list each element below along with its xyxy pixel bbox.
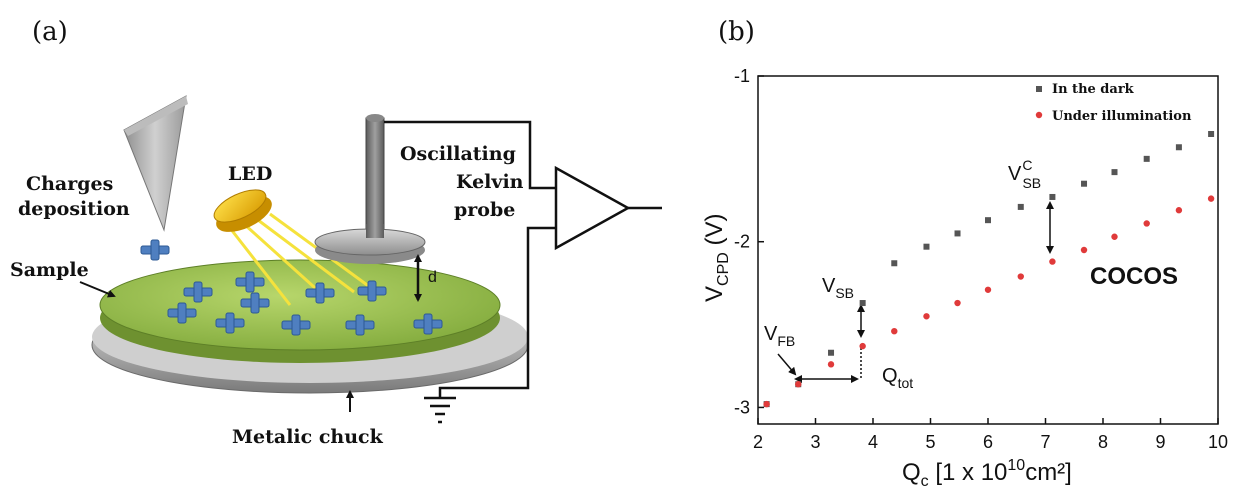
data-point-illumination <box>1080 246 1088 254</box>
qtot-annotation: Qtot <box>882 365 913 391</box>
data-point-dark <box>1049 193 1056 200</box>
legend-label-dark: In the dark <box>1052 82 1135 97</box>
led-light-beams <box>228 212 375 306</box>
data-point-illumination <box>1049 258 1056 265</box>
led-icon <box>213 189 272 232</box>
x-tick-label: 7 <box>1040 432 1050 452</box>
scatter-chart: 2 3 4 5 6 7 8 9 10 -3 -2 -1 In the dark Under illu… <box>701 66 1228 490</box>
charges-label-line1: Charges <box>26 173 113 195</box>
panel-a: (a) <box>10 17 662 448</box>
data-point-illumination <box>954 299 961 307</box>
data-point-dark <box>1017 203 1024 210</box>
legend-marker-dark <box>1036 86 1042 92</box>
data-point-illumination <box>859 342 866 350</box>
chuck-label: Metalic chuck <box>232 426 384 448</box>
x-tick-label: 3 <box>810 432 820 452</box>
vsbc-annotation: VC SB <box>1008 157 1041 191</box>
y-axis-title: VCPD (V) <box>701 214 732 302</box>
vsb-annotation: VSB <box>822 275 854 301</box>
charge-cross-icon <box>140 239 170 261</box>
x-tick-label: 4 <box>868 432 878 452</box>
data-point-dark <box>1081 180 1088 187</box>
x-tick-label: 9 <box>1155 432 1165 452</box>
panel-b-label: (b) <box>718 17 755 47</box>
charges-label-line2: deposition <box>18 198 130 220</box>
y-tick-label: -3 <box>734 397 750 417</box>
data-point-illumination <box>891 328 898 335</box>
amplifier-icon <box>554 165 631 251</box>
panel-a-label: (a) <box>32 17 68 47</box>
cocos-annotation: COCOS <box>1090 263 1178 290</box>
legend: In the dark Under illumination <box>1035 82 1192 124</box>
vfb-annotation: VFB <box>764 323 795 349</box>
data-point-dark <box>1111 169 1118 176</box>
data-point-illumination <box>763 400 770 408</box>
x-tick-label: 10 <box>1208 432 1228 452</box>
charge-deposition-cone-icon <box>123 95 188 232</box>
data-point-illumination <box>795 381 802 388</box>
led-label: LED <box>228 163 272 185</box>
data-point-dark <box>1143 155 1150 162</box>
distance-label: d <box>428 269 437 286</box>
data-point-dark <box>828 349 835 356</box>
x-axis-title: Qc [1 x 1010cm²] <box>902 457 1072 490</box>
x-tick-label: 2 <box>753 432 763 452</box>
x-tick-label: 6 <box>983 432 993 452</box>
data-point-dark <box>954 230 961 237</box>
data-point-illumination <box>827 361 835 368</box>
vfb-arrow <box>777 353 797 376</box>
data-point-dark <box>1175 144 1182 151</box>
y-tick-label: -2 <box>734 232 750 252</box>
data-point-illumination <box>1175 207 1183 214</box>
sample-label: Sample <box>10 259 89 281</box>
kelvin-label-line2: Kelvin <box>456 171 524 193</box>
data-point-illumination <box>1207 195 1215 202</box>
circuit-wires <box>384 120 662 398</box>
ground-icon <box>424 396 456 424</box>
x-tick-label: 8 <box>1098 432 1108 452</box>
panel-b: (b) 2 3 4 5 6 7 8 9 10 -3 -2 -1 In the dark Under … <box>701 17 1228 490</box>
data-point-illumination <box>923 313 930 320</box>
data-points <box>763 131 1215 408</box>
x-axis: 2 3 4 5 6 7 8 9 10 <box>753 418 1228 452</box>
y-tick-label: -1 <box>734 66 750 86</box>
sample-pointer-arrow <box>79 281 116 298</box>
x-tick-label: 5 <box>925 432 935 452</box>
data-point-dark <box>923 243 930 250</box>
data-point-dark <box>1208 131 1215 137</box>
data-point-illumination <box>1017 273 1024 280</box>
data-point-illumination <box>984 286 992 293</box>
y-axis: -3 -2 -1 <box>734 66 764 417</box>
legend-marker-illumination <box>1035 111 1043 119</box>
data-point-dark <box>985 217 991 224</box>
legend-label-illumination: Under illumination <box>1052 109 1192 124</box>
data-point-dark <box>891 260 898 267</box>
kelvin-label-line1: Oscillating <box>400 143 516 165</box>
data-point-illumination <box>1143 220 1150 227</box>
data-point-illumination <box>1111 233 1118 240</box>
plot-frame <box>757 75 1219 425</box>
kelvin-probe-icon <box>314 114 426 264</box>
data-point-dark <box>859 300 866 307</box>
kelvin-label-line3: probe <box>454 199 515 221</box>
